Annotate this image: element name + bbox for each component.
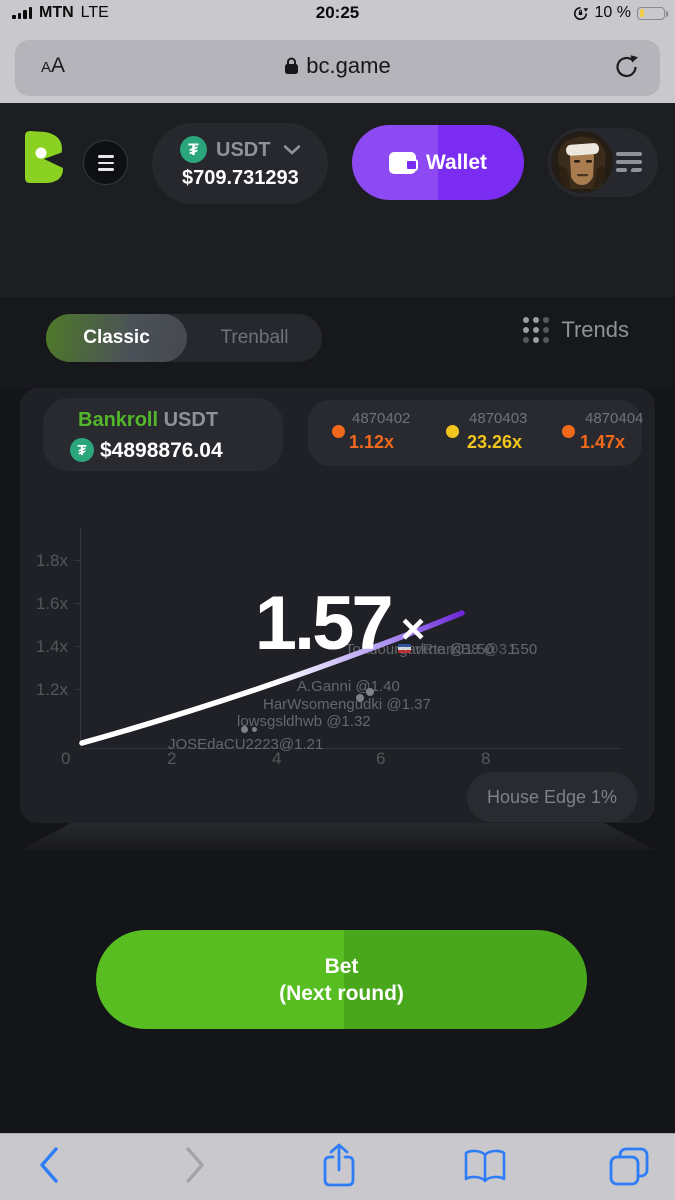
trends-grid-icon <box>523 317 550 343</box>
avatar[interactable] <box>551 131 613 193</box>
round-dot <box>332 425 345 438</box>
bankroll-pill: Bankroll USDT ₮ $4898876.04 <box>43 398 283 471</box>
tab-classic[interactable]: Classic <box>46 314 187 362</box>
current-multiplier: 1.57 × <box>190 586 490 662</box>
round-multiplier[interactable]: 1.12x <box>349 432 395 452</box>
https-lock-icon <box>285 57 299 74</box>
tether-icon: ₮ <box>180 136 207 163</box>
tabs-button[interactable] <box>608 1146 650 1191</box>
round-multiplier[interactable]: 23.26x <box>467 432 523 452</box>
reload-button[interactable] <box>614 53 642 83</box>
address-field[interactable]: AA bc.game <box>15 40 660 96</box>
x-axis-tick: 4 <box>272 749 282 768</box>
bankroll-currency: USDT <box>163 409 219 431</box>
x-axis-tick: 2 <box>167 749 177 768</box>
cashout-label: JOSEdaCU2223@1.21 <box>168 736 324 753</box>
x-axis-line <box>80 748 620 749</box>
share-button[interactable] <box>320 1142 358 1195</box>
network-label: LTE <box>80 4 109 21</box>
trends-label: Trends <box>561 317 629 342</box>
wallet-balance: $709.731293 <box>182 167 299 189</box>
bookmarks-button[interactable] <box>462 1148 508 1191</box>
forward-button[interactable] <box>184 1146 206 1189</box>
wallet-button[interactable]: Wallet <box>352 125 524 200</box>
status-bar: MTN LTE 20:25 10 % <box>0 0 675 30</box>
round-id[interactable]: 4870403 <box>469 410 528 427</box>
rotation-lock-icon <box>573 6 588 20</box>
x-axis-tick: 0 <box>61 749 71 768</box>
app-header: ₮ USDT $709.731293 Wallet <box>0 103 675 389</box>
y-axis-line <box>80 528 81 748</box>
bet-button[interactable]: Bet (Next round) <box>96 930 587 1029</box>
cashout-label: HarWsomengudki @1.37 <box>263 696 431 713</box>
user-pill <box>548 128 658 197</box>
battery-percent-label: 10 % <box>594 4 631 21</box>
battery-icon <box>637 6 668 20</box>
tab-trenball[interactable]: Trenball <box>220 327 289 348</box>
currency-code: USDT <box>216 139 271 161</box>
cashout-dot <box>356 694 364 702</box>
y-axis-tick: 1.2x <box>35 680 68 699</box>
cashout-label: 1.50 <box>508 641 538 658</box>
cashout-dot <box>366 688 374 696</box>
cashout-dot <box>252 727 257 732</box>
trends-button[interactable]: Trends <box>523 317 629 343</box>
crash-game-card: Bankroll USDT ₮ $4898876.04 4870402 1.12… <box>20 388 655 823</box>
carrier-label: MTN <box>39 4 74 21</box>
currency-selector[interactable]: ₮ USDT $709.731293 <box>152 123 328 204</box>
back-button[interactable] <box>38 1146 60 1189</box>
y-axis-tick: 1.6x <box>35 594 68 613</box>
multiplier-value: 1.57 <box>254 581 394 666</box>
mode-tabs-row: Classic Trenball Trends <box>0 297 675 388</box>
y-axis-tick: 1.4x <box>35 637 68 656</box>
wallet-icon <box>388 151 418 174</box>
bankroll-label: Bankroll <box>78 409 159 431</box>
round-multiplier[interactable]: 1.47x <box>580 432 626 452</box>
round-id[interactable]: 4870404 <box>585 410 644 427</box>
round-dot <box>562 425 575 438</box>
hamburger-menu-button[interactable] <box>83 140 128 185</box>
bet-button-line1: Bet <box>324 954 359 978</box>
x-axis-tick: 8 <box>481 749 491 768</box>
card-3d-shelf <box>20 823 655 850</box>
round-dot <box>446 425 459 438</box>
cashout-dot <box>241 726 248 733</box>
clock: 20:25 <box>315 3 360 22</box>
browser-url-bar: AA bc.game <box>0 30 675 103</box>
round-id[interactable]: 4870402 <box>352 410 411 427</box>
x-axis-tick: 6 <box>376 749 386 768</box>
bcgame-logo[interactable] <box>17 130 65 184</box>
y-axis-tick: 1.8x <box>35 551 68 570</box>
recent-rounds-pill: 4870402 1.12x 4870403 23.26x 4870404 1.4… <box>308 400 644 466</box>
url-text: bc.game <box>306 53 391 78</box>
bet-list-icon[interactable] <box>616 152 644 174</box>
multiplier-x-icon: × <box>400 605 426 652</box>
safari-toolbar <box>0 1133 675 1200</box>
mode-segment-control: Classic Trenball <box>46 314 322 362</box>
bet-button-line2: (Next round) <box>279 981 404 1005</box>
chevron-down-icon <box>284 145 300 155</box>
bankroll-amount: $4898876.04 <box>100 439 223 462</box>
reader-mode-button[interactable]: AA <box>41 54 66 77</box>
house-edge-badge: House Edge 1% <box>467 772 637 822</box>
cashout-label: A.Ganni @1.40 <box>297 678 400 695</box>
cashout-label: lowsgsldhwb @1.32 <box>237 713 371 730</box>
tether-icon: ₮ <box>70 438 94 462</box>
cellular-signal-icon <box>12 7 32 19</box>
